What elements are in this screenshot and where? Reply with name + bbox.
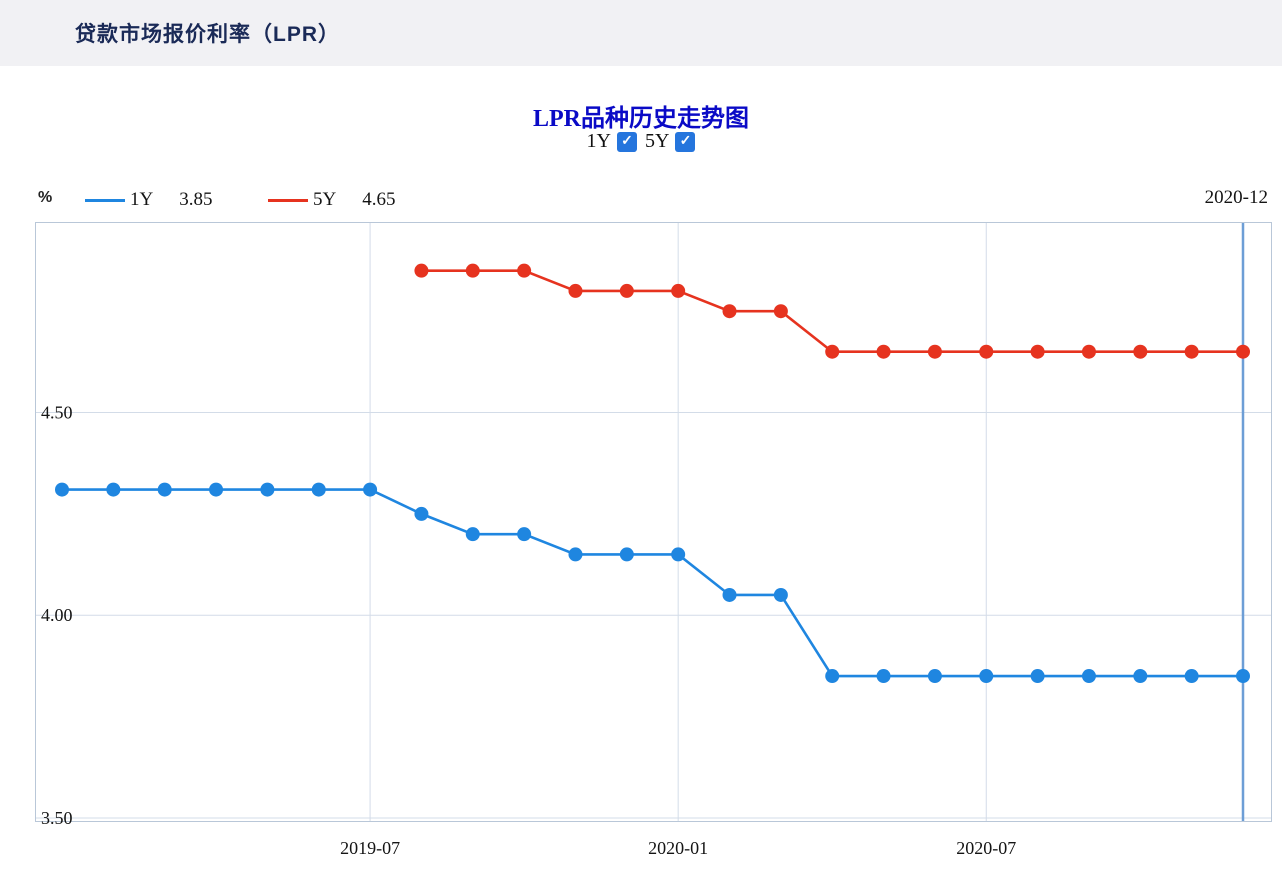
- legend-name-1y: 1Y: [130, 189, 154, 210]
- series-1Y-point-6: [363, 482, 378, 497]
- series-1Y-point-18: [979, 669, 994, 684]
- current-date-label: 2020-12: [1204, 187, 1268, 208]
- series-1Y-point-19: [1030, 669, 1045, 684]
- series-5Y-point-2: [517, 263, 532, 278]
- series-1Y-point-8: [465, 527, 480, 542]
- legend-row: % 1Y 3.85 5Y 4.65 2020-12: [0, 187, 1282, 213]
- legend-item-1y[interactable]: 1Y 3.85: [85, 187, 212, 213]
- series-5Y-point-16: [1236, 344, 1250, 359]
- page-header: 贷款市场报价利率（LPR）: [0, 0, 1282, 66]
- legend-value-5y: 4.65: [362, 189, 396, 210]
- page-title: 贷款市场报价利率（LPR）: [75, 23, 340, 46]
- legend-item-5y[interactable]: 5Y 4.65: [268, 187, 395, 213]
- x-tick-label-2020-01: 2020-01: [648, 838, 708, 858]
- toggle-5y-group: 5Y ✓: [645, 130, 696, 153]
- legend-name-5y: 5Y: [313, 189, 337, 210]
- series-1Y-point-0: [55, 482, 69, 497]
- series-1Y-point-13: [722, 587, 737, 602]
- y-axis-unit-label: %: [38, 189, 53, 206]
- plot-border: [35, 222, 1272, 822]
- toggle-1y-label: 1Y: [586, 130, 611, 152]
- checkbox-5y[interactable]: ✓: [675, 131, 696, 152]
- series-1Y-point-3: [209, 482, 224, 497]
- toggle-1y-group: 1Y ✓: [587, 130, 637, 153]
- series-1Y-point-9: [517, 527, 532, 542]
- plot-area: 2019-07 2020-01 2020-07 4.50 4.00 3.50: [35, 222, 1272, 874]
- series-5Y-point-7: [773, 304, 788, 319]
- series-5Y-point-5: [671, 283, 686, 298]
- series-1Y-point-15: [825, 669, 840, 684]
- series-1Y-point-22: [1184, 669, 1199, 684]
- series-1Y-point-4: [260, 482, 275, 497]
- series-5Y-point-8: [825, 344, 840, 359]
- series-5Y-point-15: [1184, 344, 1199, 359]
- toggle-5y-label: 5Y: [645, 130, 670, 152]
- chart-title: LPR品种历史走势图: [533, 106, 749, 132]
- series-5Y-point-10: [927, 344, 942, 359]
- checkbox-1y[interactable]: ✓: [617, 131, 637, 152]
- series-1Y-point-16: [876, 669, 891, 684]
- series-1Y-point-12: [671, 547, 686, 562]
- series-5Y-point-1: [465, 263, 480, 278]
- series-1Y-point-1: [106, 482, 121, 497]
- series-5Y-point-11: [979, 344, 994, 359]
- series-1Y-point-20: [1081, 669, 1096, 684]
- series-1Y-point-14: [773, 587, 788, 602]
- series-1Y-point-23: [1236, 669, 1250, 684]
- series-5Y-point-9: [876, 344, 891, 359]
- y-tick-label-4.00: 4.00: [41, 605, 73, 625]
- series-1Y-point-5: [311, 482, 326, 497]
- legend-value-1y: 3.85: [179, 189, 213, 210]
- series-1Y-point-11: [619, 547, 634, 562]
- series-5Y-point-12: [1030, 344, 1045, 359]
- series-1Y-point-17: [927, 669, 942, 684]
- y-tick-label-3.50: 3.50: [41, 808, 73, 828]
- y-tick-label-4.50: 4.50: [41, 403, 73, 423]
- series-1Y-line: [62, 488, 1243, 678]
- series-toggles: 1Y ✓ 5Y ✓: [0, 130, 1282, 153]
- series-5Y-point-13: [1081, 344, 1096, 359]
- series-1Y-point-10: [568, 547, 583, 562]
- series-5Y-point-3: [568, 283, 583, 298]
- series-1Y-point-2: [157, 482, 172, 497]
- legend-line-5y-icon: [268, 198, 308, 202]
- x-tick-label-2019-07: 2019-07: [340, 838, 400, 858]
- series-5Y-point-14: [1133, 344, 1148, 359]
- series-5Y-point-0: [414, 263, 429, 278]
- series-5Y-point-4: [619, 283, 634, 298]
- legend-line-1y-icon: [85, 198, 125, 202]
- series-5Y-point-6: [722, 304, 737, 319]
- series-1Y-point-7: [414, 506, 429, 521]
- series-1Y-point-21: [1133, 669, 1148, 684]
- lpr-history-chart: 2019-07 2020-01 2020-07 4.50 4.00 3.50: [35, 222, 1272, 858]
- x-tick-label-2020-07: 2020-07: [956, 838, 1016, 858]
- series-5Y-line: [421, 269, 1243, 354]
